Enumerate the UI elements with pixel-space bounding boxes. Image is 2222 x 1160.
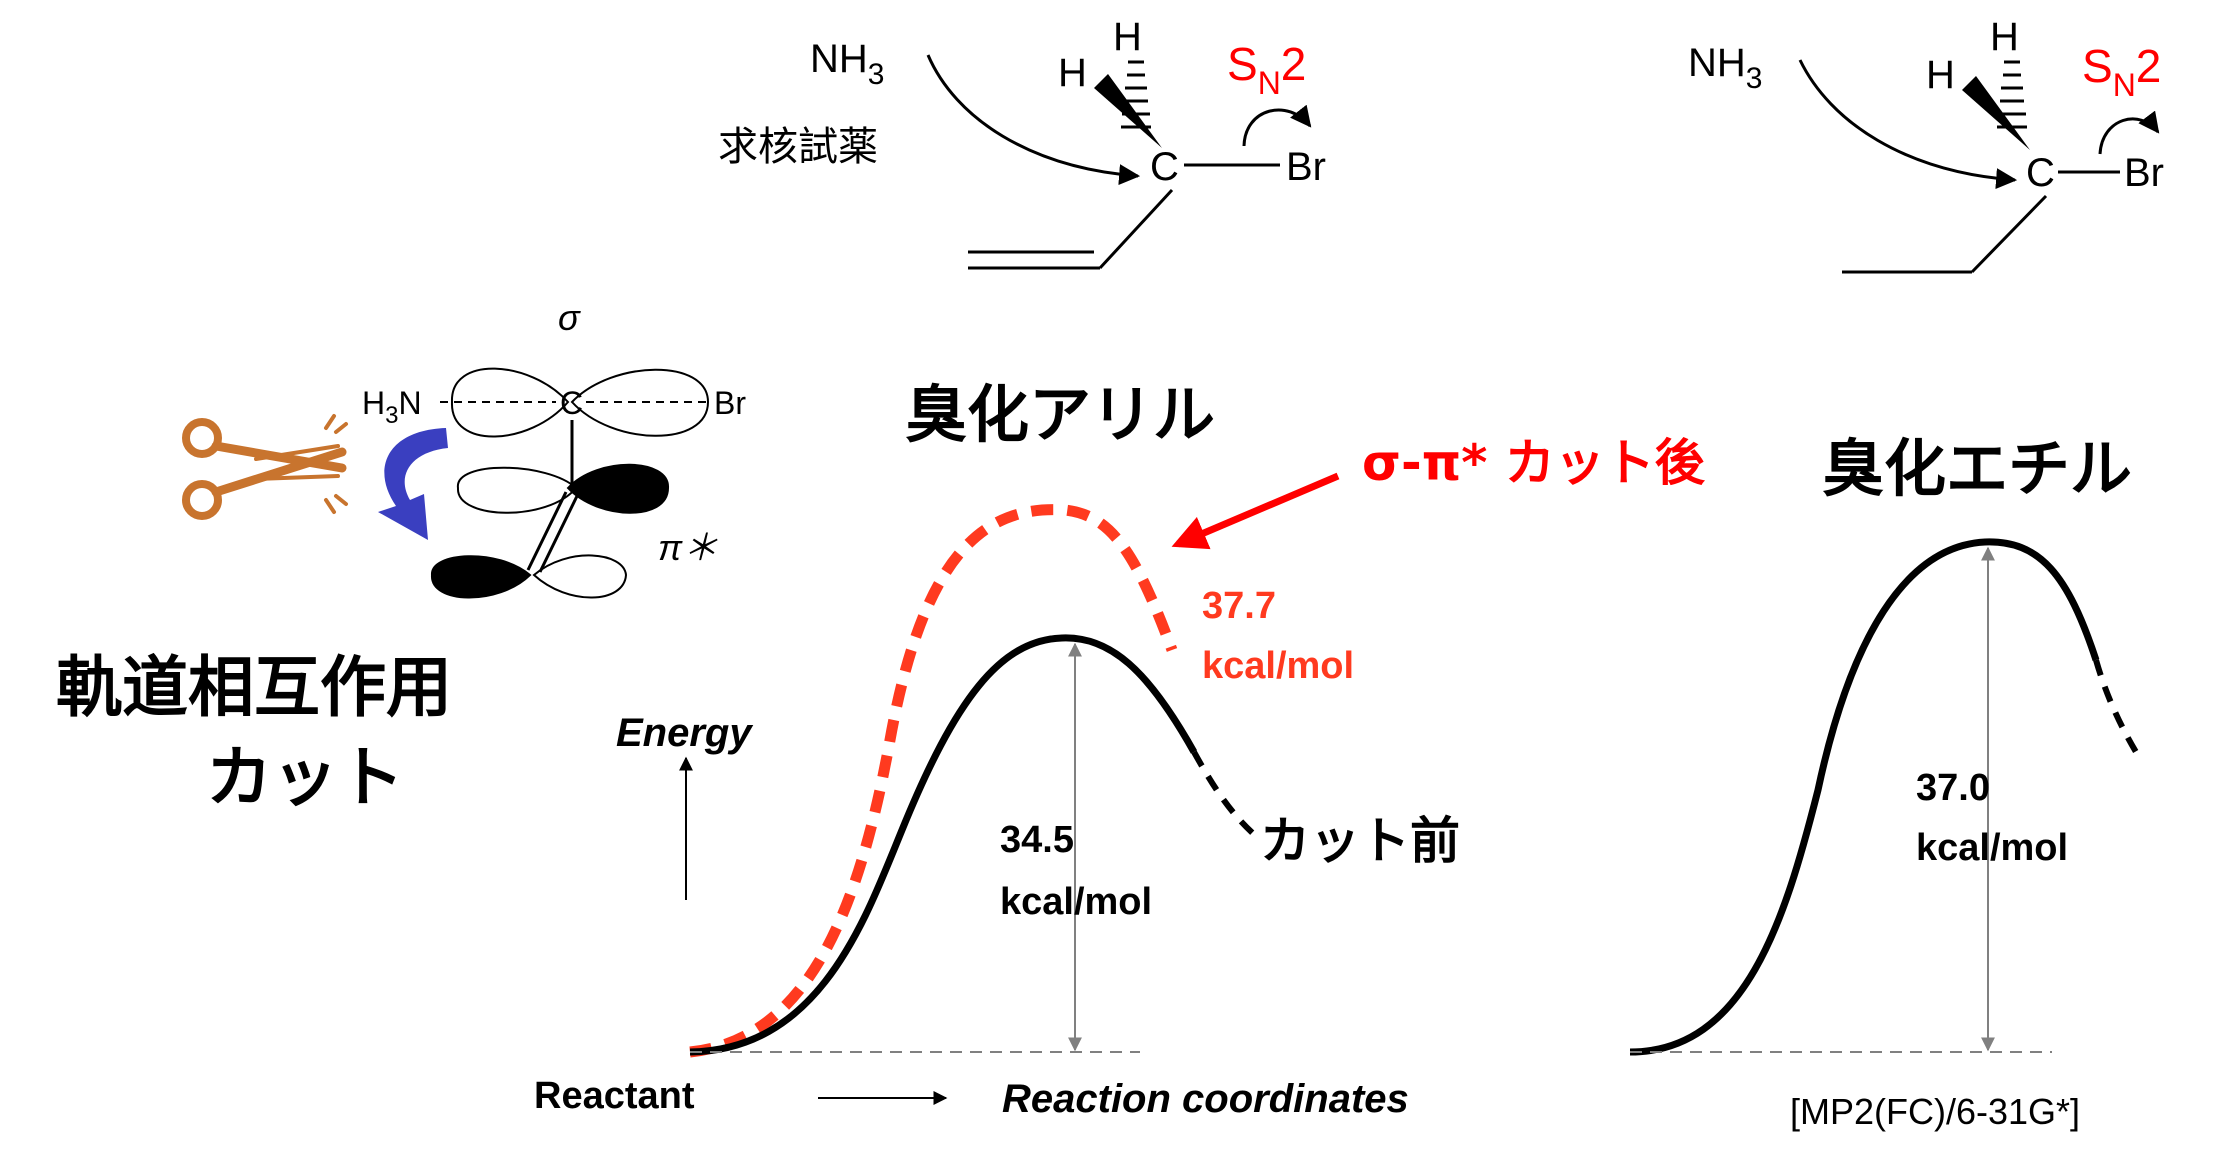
allyl-vinyl-bond bbox=[1098, 188, 1174, 270]
orbital-double-bond-2 bbox=[538, 493, 580, 573]
sigma-label: σ bbox=[558, 297, 581, 338]
pi-orbital-upper-white bbox=[456, 466, 578, 514]
pi-orbital-upper-black bbox=[566, 463, 670, 514]
ethyl-chain-bond-1 bbox=[1970, 194, 2048, 274]
ethyl-hash-bond bbox=[1997, 60, 2027, 129]
cut-after-energy-curve bbox=[689, 504, 1178, 1058]
ethyl-attack-arrow bbox=[1798, 59, 2018, 190]
allyl-hydrogen-top: H bbox=[1113, 15, 1142, 59]
allyl-wedge-bond bbox=[1094, 74, 1162, 148]
cut-before-value: 34.5 bbox=[1000, 819, 1074, 861]
allyl-hash-bond bbox=[1121, 60, 1151, 129]
ethyl-energy-title: 臭化エチル bbox=[1822, 432, 2132, 505]
ethyl-curve-tail bbox=[2093, 659, 2139, 754]
ethyl-energy-curve bbox=[1629, 538, 2100, 1056]
orbital-carbon-label: C bbox=[560, 385, 583, 421]
ethyl-wedge-bond bbox=[1962, 76, 2030, 150]
reaction-axis-label: Reaction coordinates bbox=[1002, 1077, 1409, 1121]
cut-after-value: 37.7 bbox=[1202, 585, 1276, 627]
allyl-hydrogen-left: H bbox=[1058, 51, 1087, 95]
orbital-amine-label: H3N bbox=[362, 385, 422, 429]
interaction-curved-arrow bbox=[378, 428, 448, 540]
ethyl-leaving-arrow bbox=[2098, 110, 2160, 155]
allyl-attack-arrow bbox=[926, 54, 1141, 186]
cut-after-label: σ-π* カット後 bbox=[1362, 434, 1706, 492]
ethyl-carbon: C bbox=[2026, 151, 2055, 195]
allyl-molecule: NH3 求核試薬 H H C Br SN2 bbox=[718, 15, 1326, 270]
allyl-sn2-label: SN2 bbox=[1227, 38, 1306, 101]
sigma-orbital-right bbox=[570, 368, 710, 437]
ethyl-bromine: Br bbox=[2124, 151, 2164, 195]
pi-orbital-lower-black bbox=[430, 555, 532, 599]
scissors-icon bbox=[182, 414, 348, 520]
computation-method-label: [MP2(FC)/6-31G*] bbox=[1790, 1091, 2080, 1132]
cut-after-pointer-arrow bbox=[1171, 472, 1340, 550]
cut-before-curve-tail bbox=[1191, 750, 1260, 841]
allyl-nucleophile-label: NH3 bbox=[810, 37, 884, 91]
orbital-double-bond-1 bbox=[526, 491, 568, 571]
ethyl-nucleophile-label: NH3 bbox=[1688, 41, 1762, 95]
reactant-label: Reactant bbox=[534, 1075, 695, 1117]
orbital-bromine-label: Br bbox=[714, 385, 746, 421]
orbital-caption-line1: 軌道相互作用 bbox=[56, 649, 452, 726]
ethyl-barrier-unit: kcal/mol bbox=[1916, 827, 2068, 869]
orbital-diagram: σ H3N C Br π＊ bbox=[362, 297, 746, 599]
ethyl-hydrogen-top: H bbox=[1990, 15, 2019, 59]
cut-before-unit: kcal/mol bbox=[1000, 881, 1152, 923]
cut-after-unit: kcal/mol bbox=[1202, 645, 1354, 687]
pi-orbital-lower-white bbox=[532, 554, 628, 599]
allyl-leaving-arrow bbox=[1242, 104, 1312, 147]
ethyl-molecule: NH3 H H C Br SN2 bbox=[1688, 15, 2164, 274]
ethyl-sn2-label: SN2 bbox=[2082, 40, 2161, 103]
allyl-carbon: C bbox=[1150, 145, 1179, 189]
energy-axis-label: Energy bbox=[616, 711, 753, 755]
allyl-bromine: Br bbox=[1286, 145, 1326, 189]
ethyl-hydrogen-left: H bbox=[1926, 53, 1955, 97]
allyl-energy-title: 臭化アリル bbox=[905, 378, 1215, 451]
allyl-nucleophile-jp-label: 求核試薬 bbox=[718, 124, 878, 170]
cut-before-energy-curve bbox=[689, 634, 1198, 1056]
allyl-energy-profile: 臭化アリル σ-π* カット後 37.7 kcal/mol 34.5 kcal/… bbox=[534, 378, 1706, 1121]
ethyl-barrier-value: 37.0 bbox=[1916, 767, 1990, 809]
sigma-orbital-left bbox=[450, 367, 570, 438]
orbital-caption-line2: カット bbox=[206, 739, 404, 816]
pi-star-label: π＊ bbox=[658, 527, 718, 568]
ethyl-energy-profile: 臭化エチル 37.0 kcal/mol [MP2(FC)/6-31G*] bbox=[1629, 432, 2139, 1132]
cut-before-label: カット前 bbox=[1260, 812, 1460, 870]
